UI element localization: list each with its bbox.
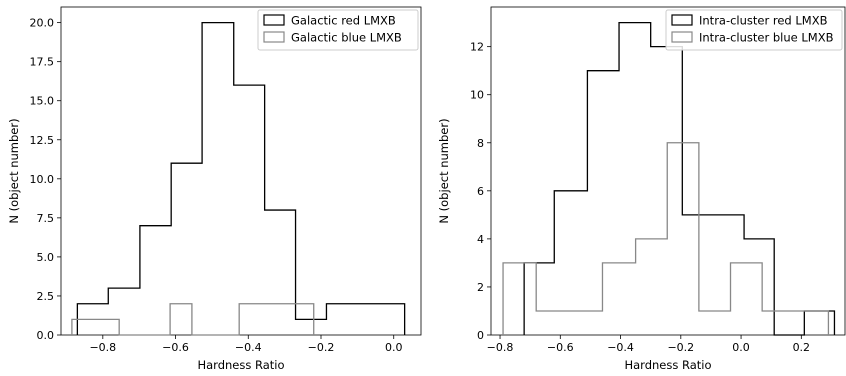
y-tick-label: 10.0	[30, 173, 55, 186]
histogram-series-blue	[72, 304, 314, 335]
y-tick-label: 12.5	[30, 134, 55, 147]
x-tick-label: 0.2	[793, 341, 811, 354]
y-tick-label: 10	[470, 89, 484, 102]
y-tick-label: 5.0	[37, 251, 55, 264]
legend-entry: Intra-cluster blue LMXB	[699, 31, 834, 45]
x-tick-label: 0.0	[732, 341, 750, 354]
y-tick-label: 17.5	[30, 56, 55, 69]
y-tick-label: 2.5	[37, 290, 55, 303]
legend-entry: Galactic red LMXB	[291, 14, 396, 28]
y-tick-label: 15.0	[30, 95, 55, 108]
right-x-ticks: −0.8 −0.6 −0.4 −0.2 0.0 0.2	[487, 335, 810, 354]
right-histogram-panel: −0.8 −0.6 −0.4 −0.2 0.0 0.2 0 2 4 6 8 10 12 Hardnes…	[437, 7, 845, 372]
histogram-series-red	[77, 23, 404, 335]
right-histogram-steps	[503, 23, 834, 335]
x-tick-label: −0.6	[162, 341, 189, 354]
y-tick-label: 2	[477, 281, 484, 294]
x-tick-label: −0.4	[607, 341, 634, 354]
x-tick-label: −0.8	[89, 341, 116, 354]
right-legend: Intra-cluster red LMXB Intra-cluster blue…	[666, 10, 842, 50]
y-tick-label: 7.5	[37, 212, 55, 225]
histogram-series-blue	[503, 143, 828, 335]
histogram-series-red	[524, 23, 834, 335]
y-tick-label: 20.0	[30, 17, 55, 30]
left-plot-area	[61, 7, 421, 335]
right-x-axis-label: Hardness Ratio	[624, 358, 711, 372]
left-y-axis-label: N (object number)	[7, 118, 21, 223]
legend-entry: Galactic blue LMXB	[291, 31, 402, 45]
y-tick-label: 0.0	[37, 329, 55, 342]
right-y-ticks: 0 2 4 6 8 10 12	[470, 41, 491, 342]
left-histogram-panel: −0.8 −0.6 −0.4 −0.2 0.0 0.0 2.5 5.0 7.5 10.0 12.5…	[7, 7, 421, 372]
y-tick-label: 4	[477, 233, 484, 246]
left-y-ticks: 0.0 2.5 5.0 7.5 10.0 12.5 15.0 17.5 20.0	[30, 17, 62, 342]
left-x-ticks: −0.8 −0.6 −0.4 −0.2 0.0	[89, 335, 402, 354]
y-tick-label: 12	[470, 41, 484, 54]
left-legend: Galactic red LMXB Galactic blue LMXB	[258, 10, 418, 50]
right-plot-area	[491, 7, 845, 335]
left-histogram-steps	[72, 23, 405, 335]
y-tick-label: 8	[477, 137, 484, 150]
x-tick-label: −0.4	[235, 341, 262, 354]
x-tick-label: 0.0	[385, 341, 403, 354]
y-tick-label: 0	[477, 329, 484, 342]
right-y-axis-label: N (object number)	[437, 118, 451, 223]
legend-entry: Intra-cluster red LMXB	[699, 14, 828, 28]
x-tick-label: −0.6	[547, 341, 574, 354]
left-x-axis-label: Hardness Ratio	[197, 358, 284, 372]
y-tick-label: 6	[477, 185, 484, 198]
x-tick-label: −0.8	[487, 341, 514, 354]
x-tick-label: −0.2	[308, 341, 335, 354]
x-tick-label: −0.2	[667, 341, 694, 354]
